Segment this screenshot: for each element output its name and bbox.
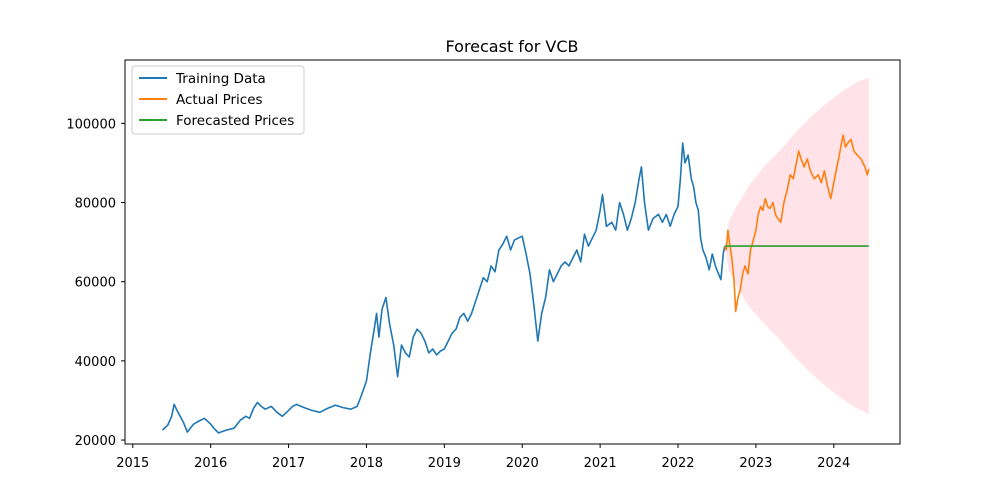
legend-label: Actual Prices (176, 92, 263, 108)
x-tick-label: 2015 (116, 456, 149, 471)
y-tick-label: 60000 (75, 276, 116, 291)
legend-box (131, 65, 305, 135)
legend-label: Forecasted Prices (176, 113, 294, 129)
training-data-line (161, 142, 726, 434)
y-tick-label: 40000 (75, 355, 116, 370)
y-axis: 20000 40000 60000 80000 100000 (66, 117, 125, 449)
legend-label: Training Data (175, 71, 266, 87)
x-tick-label: 2016 (194, 456, 227, 471)
y-tick-label: 20000 (75, 434, 116, 449)
x-axis: 2015 2016 2017 2018 2019 2020 2021 2022 2023 2024 (116, 444, 850, 471)
chart-title: Forecast for VCB (446, 37, 579, 56)
legend-forecasted-prices: Forecasted Prices (139, 113, 294, 129)
x-tick-label: 2023 (739, 456, 772, 471)
legend-training-data: Training Data (139, 71, 266, 87)
x-tick-label: 2024 (817, 456, 850, 471)
legend: Training Data Actual Prices Forecasted Pri… (131, 65, 305, 135)
x-tick-label: 2021 (584, 456, 617, 471)
y-tick-label: 100000 (66, 117, 116, 132)
x-tick-label: 2022 (661, 456, 694, 471)
legend-actual-prices: Actual Prices (139, 92, 263, 108)
y-tick-label: 80000 (75, 197, 116, 212)
series-layer (161, 134, 870, 434)
x-tick-label: 2019 (428, 456, 461, 471)
x-tick-label: 2020 (506, 456, 539, 471)
x-tick-label: 2017 (272, 456, 305, 471)
x-tick-label: 2018 (350, 456, 383, 471)
actual-prices-line (723, 134, 870, 313)
plot-area-frame (124, 59, 901, 445)
